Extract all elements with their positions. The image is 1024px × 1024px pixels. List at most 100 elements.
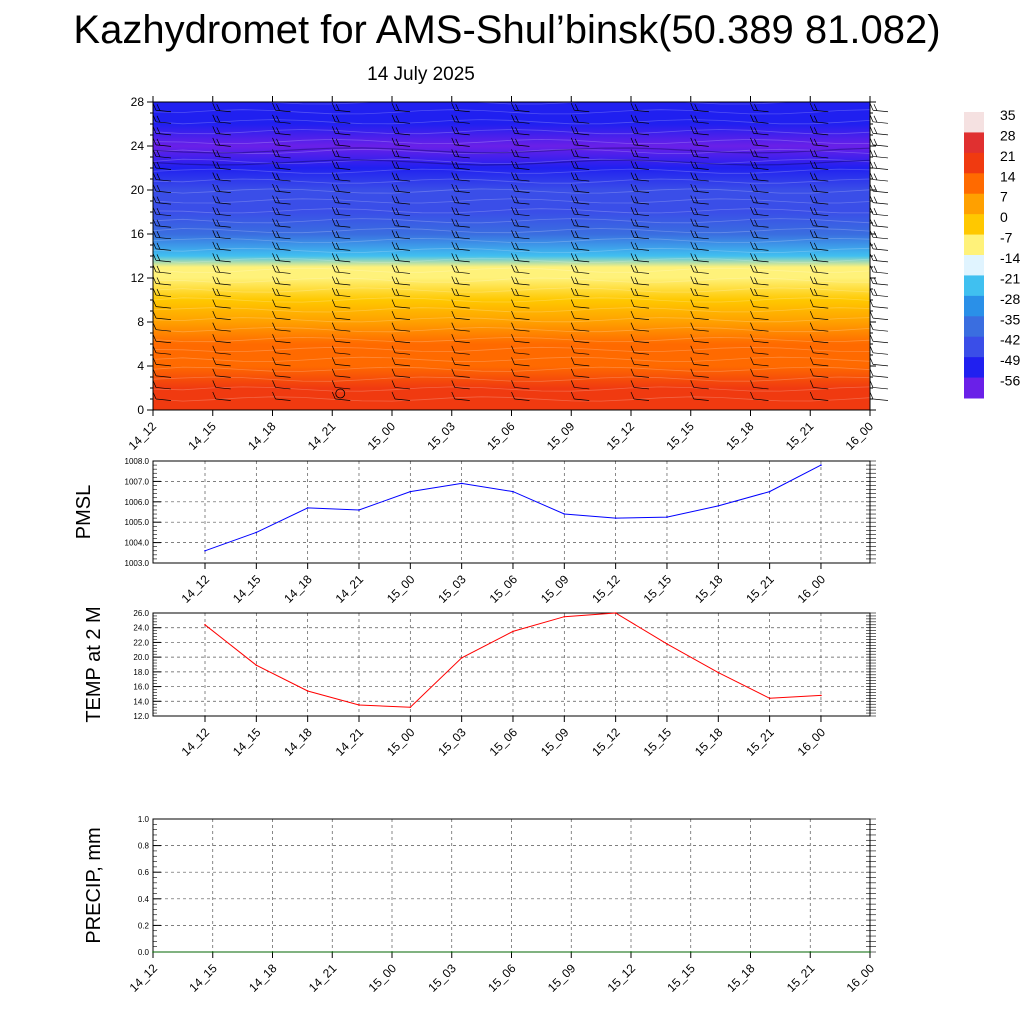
data-point <box>809 951 812 953</box>
colorbar-label: -35 <box>1000 311 1020 327</box>
wind-barb <box>331 126 351 136</box>
wind-barb <box>690 172 709 182</box>
wind-barb <box>630 276 650 286</box>
colorbar-swatch <box>964 336 984 358</box>
wind-barb <box>869 368 889 378</box>
x-tick-label: 14_12 <box>179 725 213 759</box>
data-point <box>768 490 771 493</box>
y-tick-label: 1006.0 <box>125 498 150 507</box>
wind-barb <box>391 391 411 401</box>
wind-barb <box>690 391 709 401</box>
colorbar-swatch <box>964 234 984 256</box>
wind-barb <box>212 137 231 147</box>
wind-barb <box>690 368 709 378</box>
x-tick-label: 15_00 <box>384 572 418 606</box>
wind-barb <box>451 345 470 355</box>
wind-barb <box>391 311 411 320</box>
wind-barb <box>272 126 291 136</box>
wind-barb <box>391 160 411 170</box>
wind-barb <box>690 322 709 332</box>
y-tick-label: 24.0 <box>133 624 149 633</box>
x-tick-label: 15_06 <box>484 419 518 453</box>
pmsl-panel: 1003.0 1004.0 1005.0 1006.0 1007.0 1008.0 14_1… <box>73 457 876 606</box>
data-point <box>666 643 668 645</box>
x-tick-label: 15_09 <box>544 419 578 453</box>
isotherm-line <box>152 159 871 166</box>
y-tick-label: 14.0 <box>133 697 149 706</box>
x-tick-label: 16_00 <box>843 419 877 453</box>
y-tick-label: 22.0 <box>133 638 149 647</box>
wind-barb <box>869 103 889 113</box>
data-point <box>512 630 514 633</box>
wind-barb <box>869 195 889 205</box>
x-tick-label: 14_21 <box>333 572 367 606</box>
y-tick-label: 0.6 <box>138 868 150 877</box>
wind-barb <box>809 172 829 182</box>
wind-barb <box>630 149 650 159</box>
wind-barb <box>690 195 709 205</box>
data-point <box>717 671 720 674</box>
wind-barb <box>331 230 351 240</box>
x-tick-label: 14_18 <box>245 419 279 453</box>
wind-barb <box>511 230 530 240</box>
wind-barb <box>511 380 530 390</box>
isotherm-line <box>152 158 871 164</box>
wind-barb <box>272 183 291 193</box>
wind-barb <box>451 287 470 297</box>
wind-barb <box>272 241 291 251</box>
wind-barb <box>331 287 351 297</box>
x-tick-label: 15_15 <box>641 572 675 606</box>
wind-barb <box>272 322 291 332</box>
wind-barb <box>272 195 291 205</box>
wind-barb <box>570 137 590 147</box>
wind-barb <box>331 357 351 367</box>
x-tick-label: 15_15 <box>663 419 697 453</box>
isotherm-line <box>152 198 871 204</box>
colorbar-label: 21 <box>1000 148 1016 164</box>
wind-barb <box>391 218 411 228</box>
wind-barb <box>570 149 590 159</box>
colorbar-swatch <box>964 193 984 215</box>
wind-barb <box>630 357 650 367</box>
wind-barb <box>750 126 769 136</box>
wind-barb <box>212 311 231 320</box>
wind-barb <box>331 368 351 378</box>
wind-barb <box>750 230 769 240</box>
wind-barb <box>809 380 829 390</box>
wind-barb <box>212 334 231 344</box>
wind-barb <box>391 253 411 263</box>
x-tick-label: 14_18 <box>281 725 315 759</box>
y-tick-label: 1007.0 <box>125 477 150 486</box>
wind-barb <box>690 380 709 390</box>
wind-barb <box>511 253 530 263</box>
x-tick-label: 15_12 <box>589 725 623 759</box>
wind-barb <box>272 103 291 113</box>
x-tick-label: 15_06 <box>485 961 519 995</box>
wind-barb <box>391 126 411 136</box>
wind-barb <box>690 334 709 344</box>
wind-barb <box>272 160 291 170</box>
wind-barb <box>212 114 231 124</box>
wind-barb <box>212 357 231 367</box>
wind-barb <box>212 391 231 401</box>
colorbar-label: 7 <box>1000 189 1008 205</box>
wind-barb <box>750 103 769 113</box>
wind-barb <box>750 218 769 228</box>
wind-barb <box>451 149 470 159</box>
data-point <box>271 951 274 953</box>
wind-barb <box>570 380 590 390</box>
wind-barb <box>331 334 351 344</box>
wind-barb <box>272 311 291 320</box>
wind-barb <box>212 183 231 193</box>
wind-barb <box>272 149 291 159</box>
wind-barb <box>511 345 530 355</box>
wind-barb <box>212 149 231 159</box>
wind-barb <box>809 149 829 159</box>
data-point <box>204 549 206 552</box>
y-tick-label: 18.0 <box>133 668 149 677</box>
x-tick-label: 15_09 <box>538 572 572 606</box>
wind-barb <box>750 114 769 124</box>
wind-barb <box>690 160 709 170</box>
wind-barb <box>212 195 231 205</box>
wind-barb <box>869 334 889 344</box>
